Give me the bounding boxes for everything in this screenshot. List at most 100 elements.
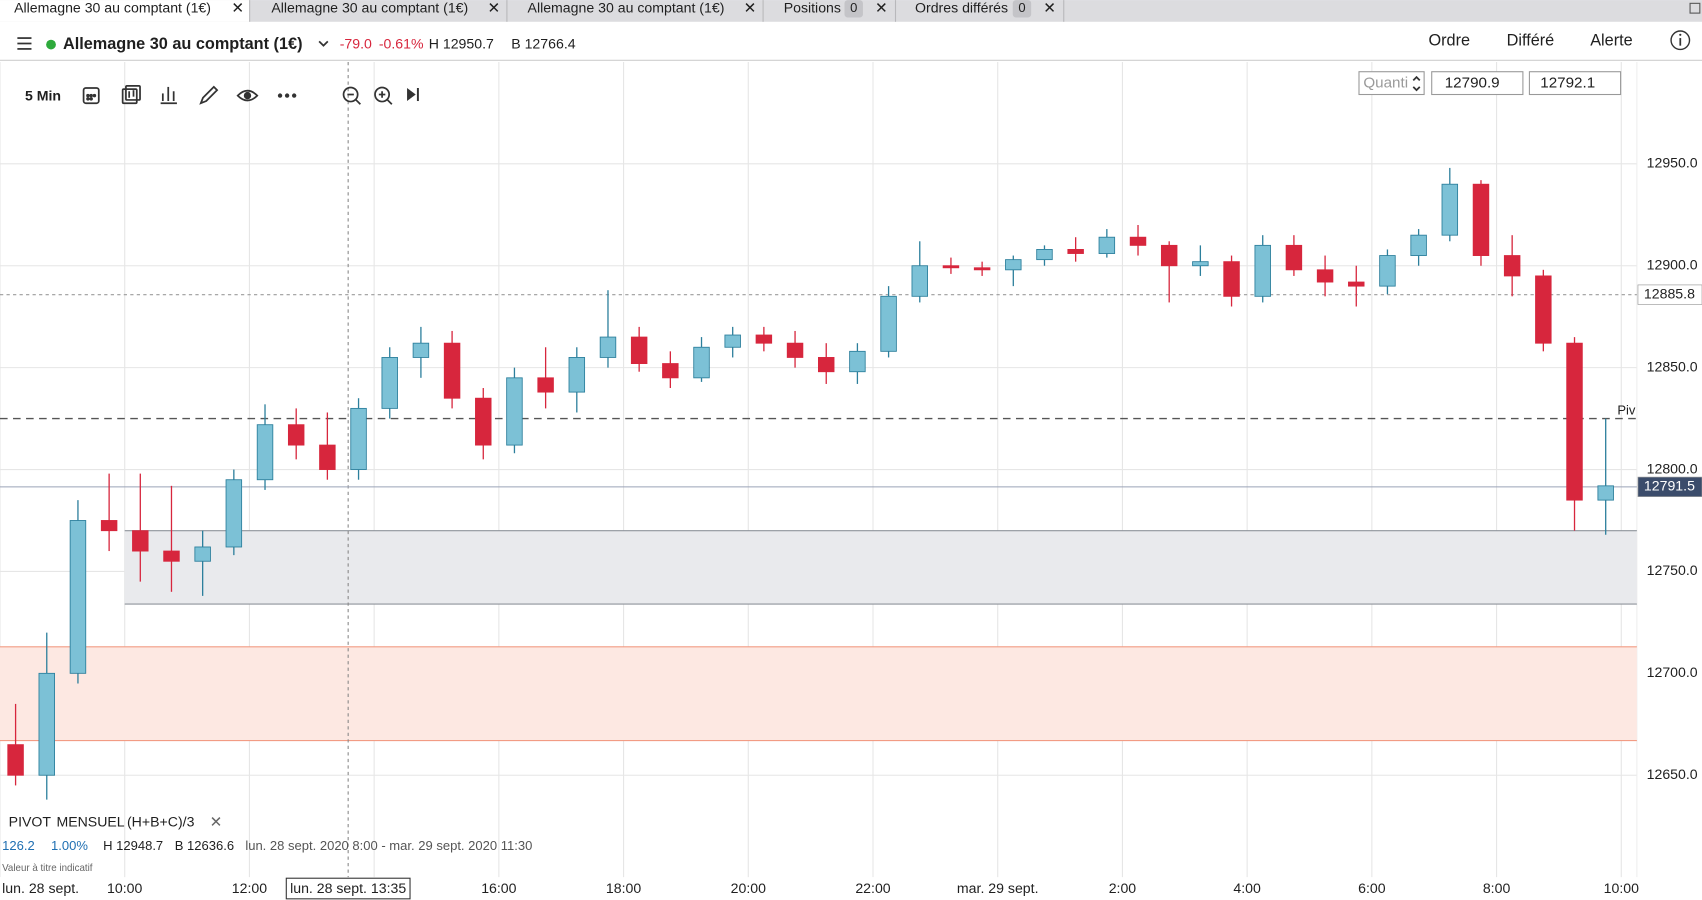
zoom-out-icon[interactable] (342, 86, 361, 105)
badge (844, 0, 863, 18)
candle-body (724, 334, 741, 348)
quantity-input[interactable]: Quanti (1358, 71, 1425, 96)
close-icon[interactable]: ✕ (488, 0, 501, 17)
candle-body (1005, 259, 1022, 271)
level-value: 12885.8 (1644, 285, 1695, 301)
close-icon[interactable]: ✕ (210, 814, 223, 831)
close-icon[interactable]: ✕ (231, 0, 244, 17)
candle-body (475, 397, 492, 446)
footnote: Valeur à titre indicatif (2, 863, 93, 874)
sell-price: 12790.9 (1445, 75, 1500, 92)
candle-body (319, 444, 336, 470)
crosshair-label: lun. 28 sept. 13:35 (290, 880, 406, 896)
candle-body (381, 357, 398, 409)
candle-body (755, 334, 773, 344)
chart-type-icon[interactable] (121, 84, 141, 105)
layout-icon[interactable] (82, 87, 100, 105)
tab[interactable]: Positions 0 ✕ (762, 0, 888, 22)
x-tick-label: 22:00 (855, 880, 890, 896)
candle-body (1410, 234, 1427, 256)
interval-button[interactable]: 5 Min (25, 87, 61, 103)
candle-body (568, 357, 586, 393)
candle-body (818, 357, 835, 373)
zone (124, 530, 1637, 605)
y-tick-label: 12800.0 (1647, 460, 1698, 476)
candle-body (1316, 269, 1334, 283)
crosshair-tag (285, 877, 411, 900)
sell-price-input[interactable]: 12790.9 (1431, 71, 1524, 96)
candle-body (1379, 255, 1396, 287)
draw-icon[interactable] (199, 85, 219, 105)
candle-body (1597, 485, 1614, 501)
candle-body (1129, 236, 1147, 246)
chart: 12650.0 12700.0 12750.0 12800.0 12850.0 12900… (0, 61, 1702, 900)
action-button[interactable]: Différé (1507, 32, 1555, 50)
candle-body (911, 265, 928, 297)
zoom-in-icon[interactable] (374, 86, 393, 105)
y-tick-label: 12850.0 (1647, 358, 1698, 374)
info-icon[interactable] (1670, 30, 1691, 51)
x-tick-label: 8:00 (1483, 880, 1511, 896)
close-icon[interactable]: ✕ (744, 0, 757, 17)
x-tick-label: mar. 29 sept. (957, 880, 1039, 896)
x-tick-label: lun. 28 sept. (2, 880, 79, 896)
tab[interactable]: Ordres différés 0 ✕ (894, 0, 1065, 22)
candle-body (1098, 236, 1116, 254)
candle-body (880, 295, 897, 352)
tab[interactable]: Allemagne 30 au comptant (1€) ✕ (0, 0, 250, 22)
status-dot (46, 39, 56, 50)
tab-count: 0 (1018, 0, 1025, 15)
x-tick-label: 6:00 (1358, 880, 1386, 896)
candle-body (1472, 183, 1490, 256)
tab-label: Allemagne 30 au comptant (1€) (14, 0, 211, 15)
indicator-high: H 12948.7 (103, 838, 163, 853)
quantity-placeholder: Quanti (1363, 75, 1408, 92)
indicators-icon[interactable] (160, 86, 177, 105)
buy-price-input[interactable]: 12792.1 (1528, 71, 1622, 96)
tab-label: Allemagne 30 au comptant (1€) (271, 0, 468, 15)
candle-body (630, 336, 648, 364)
x-tick-label: 20:00 (731, 880, 766, 896)
close-icon[interactable]: ✕ (875, 0, 888, 17)
candle-body (1503, 255, 1521, 277)
candle-body (973, 267, 991, 271)
instrument-name[interactable]: Allemagne 30 au comptant (1€) (63, 35, 303, 53)
close-icon[interactable]: ✕ (1043, 0, 1056, 17)
candle-body (1441, 183, 1459, 236)
indicator-formula: (H+B+C)/3 (127, 814, 195, 830)
tab-background (0, 0, 250, 22)
indicator-low: B 12636.6 (175, 838, 234, 853)
candle-body (100, 520, 118, 532)
candle-body (1535, 275, 1552, 344)
y-tick-label: 12650.0 (1647, 766, 1698, 782)
action-button[interactable]: Ordre (1428, 32, 1470, 50)
window-icon[interactable] (1689, 2, 1701, 14)
level-label: Piv (1617, 402, 1636, 417)
candle-body (693, 346, 710, 379)
y-tick-label: 12750.0 (1647, 562, 1698, 578)
candle-body (412, 342, 430, 358)
tab[interactable]: Allemagne 30 au comptant (1€) ✕ (249, 0, 501, 22)
candle-body (1566, 342, 1583, 501)
action-button[interactable]: Alerte (1590, 32, 1633, 50)
tab-count: 0 (850, 0, 857, 15)
candle-body (942, 265, 960, 269)
candle-body (7, 744, 24, 776)
chevron[interactable] (318, 40, 329, 47)
candle-body (256, 424, 274, 481)
tab[interactable]: Allemagne 30 au comptant (1€) ✕ (506, 0, 757, 22)
y-tick-label: 12700.0 (1647, 664, 1698, 680)
candle-body (287, 424, 305, 446)
x-tick-label: 18:00 (606, 880, 641, 896)
go-to-end-icon[interactable] (407, 87, 419, 102)
candle-body (786, 342, 804, 358)
candle-body (69, 520, 87, 674)
candle-body (1254, 244, 1271, 297)
indicator-name: PIVOT (9, 814, 52, 830)
y-tick-label: 12950.0 (1647, 155, 1698, 171)
candle-body (443, 342, 461, 399)
visibility-icon[interactable] (236, 89, 259, 102)
more-icon[interactable] (277, 93, 297, 98)
menu-icon[interactable] (17, 37, 32, 50)
